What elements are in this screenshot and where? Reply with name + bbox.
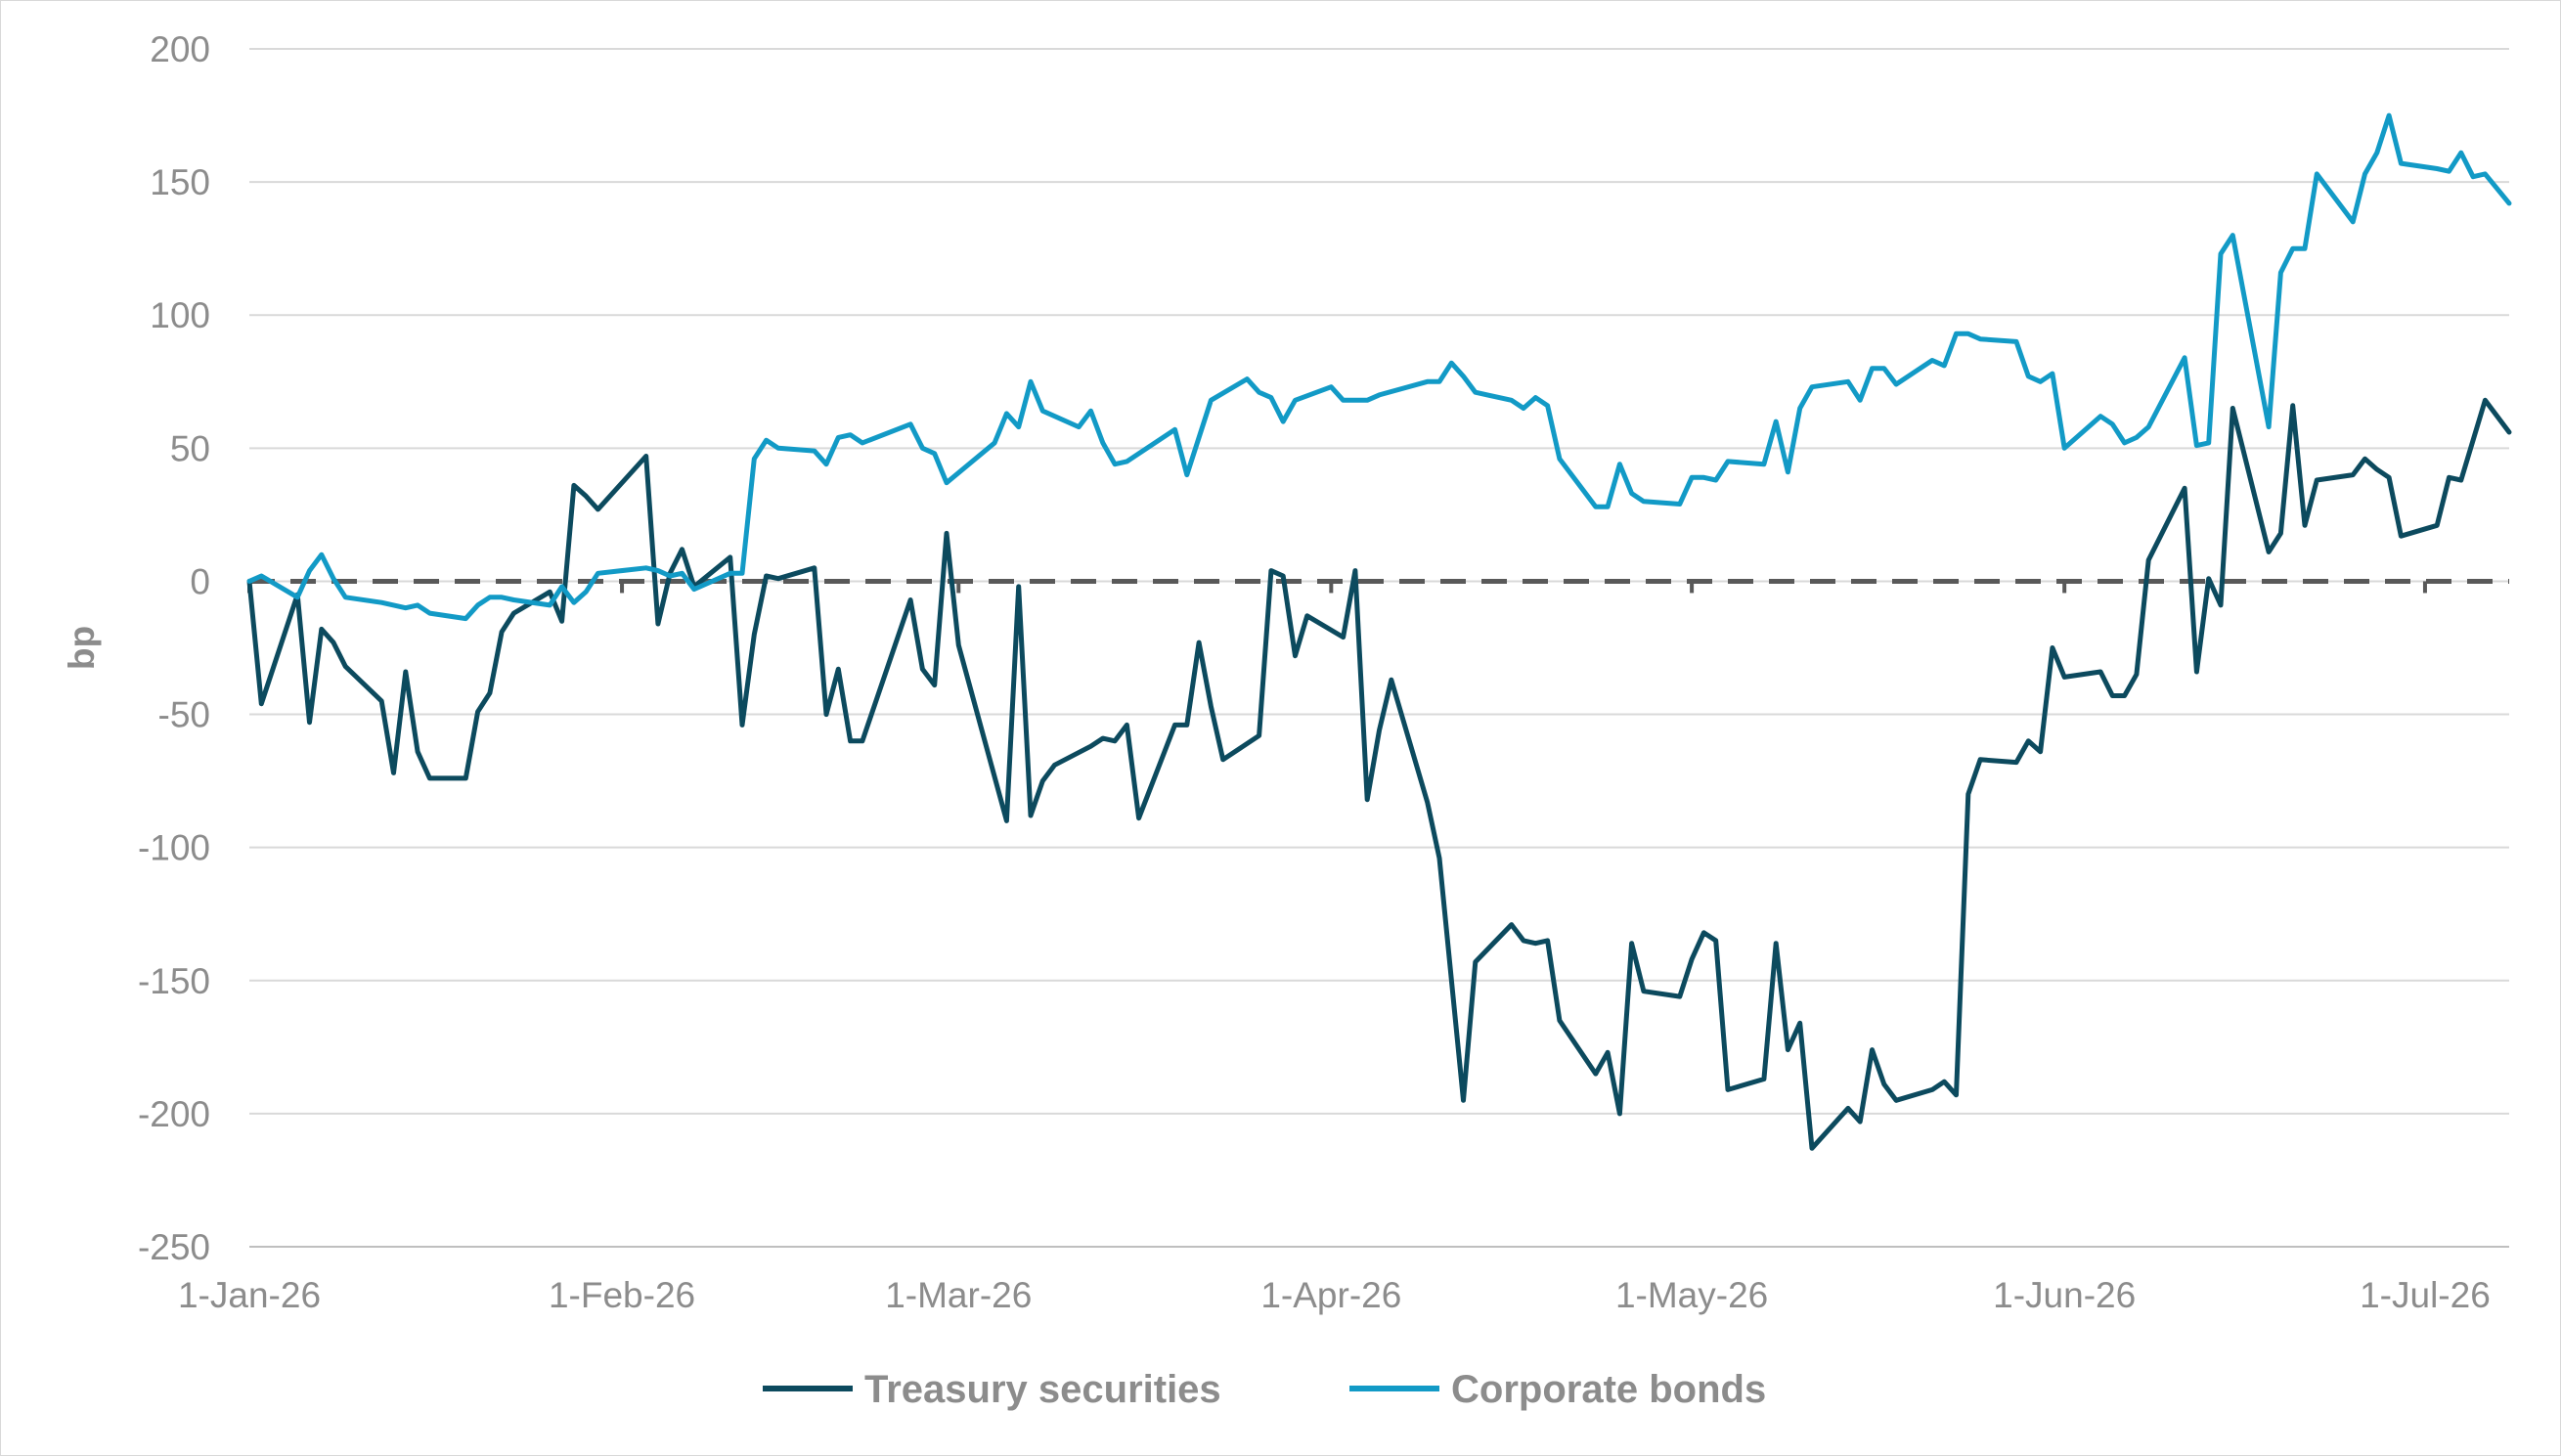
y-tick-label: -50 [158, 695, 210, 735]
y-tick-label: -150 [138, 961, 210, 1001]
y-tick-label: -250 [138, 1227, 210, 1267]
y-axis-title: bp [62, 626, 102, 670]
y-tick-label: 100 [150, 295, 210, 335]
y-tick-label: -100 [138, 828, 210, 868]
x-tick-label: 1-Jan-26 [178, 1275, 321, 1315]
legend: Treasury securities Corporate bonds [763, 1368, 1766, 1411]
legend-label-0: Treasury securities [864, 1368, 1221, 1411]
y-tick-label: 150 [150, 162, 210, 202]
x-tick-label: 1-May-26 [1615, 1275, 1768, 1315]
y-tick-label: 200 [150, 29, 210, 69]
x-tick-label: 1-Apr-26 [1260, 1275, 1401, 1315]
gridlines [249, 48, 2509, 1115]
y-tick-label: -200 [138, 1094, 210, 1134]
x-tick-label: 1-Mar-26 [885, 1275, 1032, 1315]
x-tick-label: 1-Feb-26 [549, 1275, 695, 1315]
x-tick-label: 1-Jul-26 [2360, 1275, 2491, 1315]
tick-labels: 200 150 100 50 0 -50 -100 -150 -200 -250 1-Jan-26 1… [62, 29, 2491, 1315]
x-tick-label: 1-Jun-26 [1993, 1275, 2136, 1315]
series-line-0 [246, 397, 2512, 1151]
y-tick-label: 0 [190, 561, 210, 601]
series-lines [246, 112, 2512, 1151]
legend-label-1: Corporate bonds [1451, 1368, 1766, 1411]
y-tick-label: 50 [170, 428, 210, 468]
series-line-1 [246, 112, 2512, 622]
